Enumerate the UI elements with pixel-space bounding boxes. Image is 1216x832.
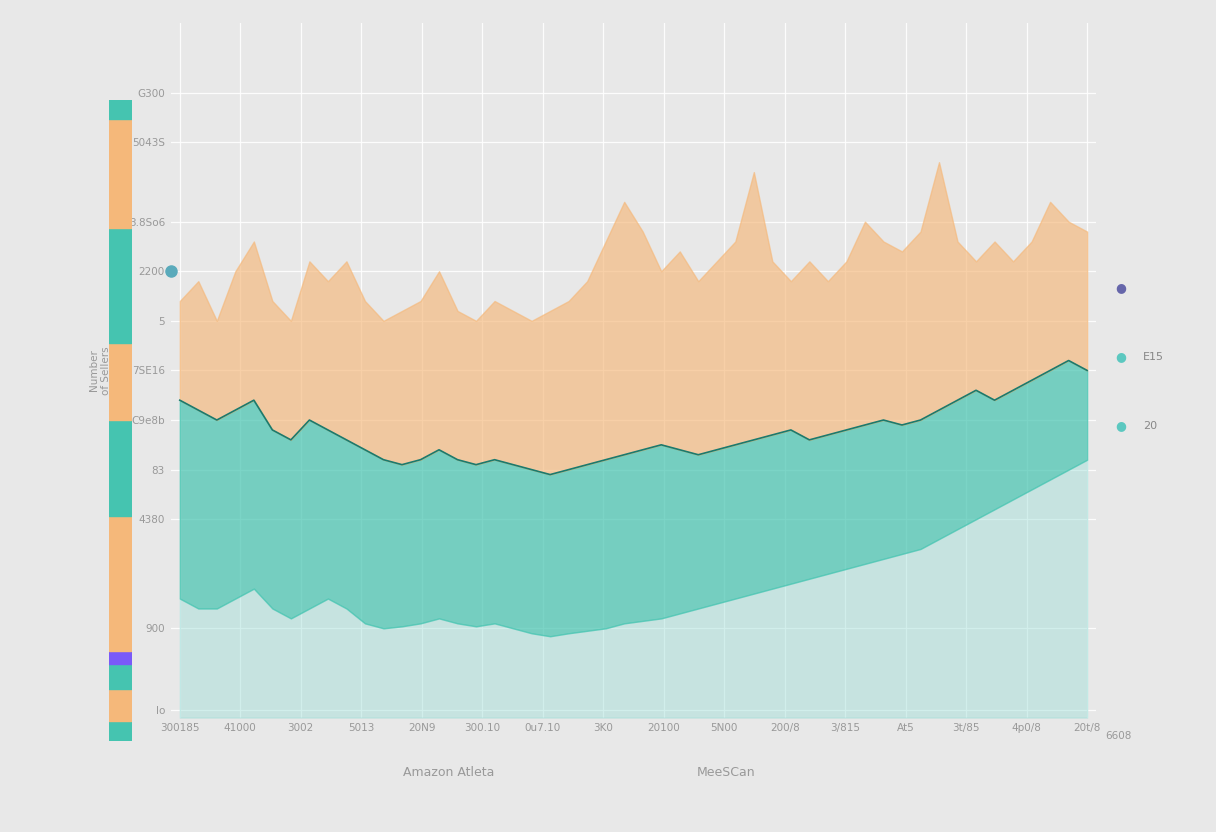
Text: E15: E15 — [1143, 352, 1164, 362]
Text: MeeSCan: MeeSCan — [697, 766, 755, 779]
Text: Number
of Sellers
(log): Number of Sellers (log) — [89, 346, 123, 394]
Text: 6608: 6608 — [1105, 731, 1132, 741]
Text: ●: ● — [1115, 419, 1126, 433]
Text: ●: ● — [1115, 280, 1126, 294]
Text: Amazon Atleta: Amazon Atleta — [402, 766, 494, 779]
Text: 20: 20 — [1143, 421, 1156, 431]
Text: ●: ● — [1115, 350, 1126, 363]
